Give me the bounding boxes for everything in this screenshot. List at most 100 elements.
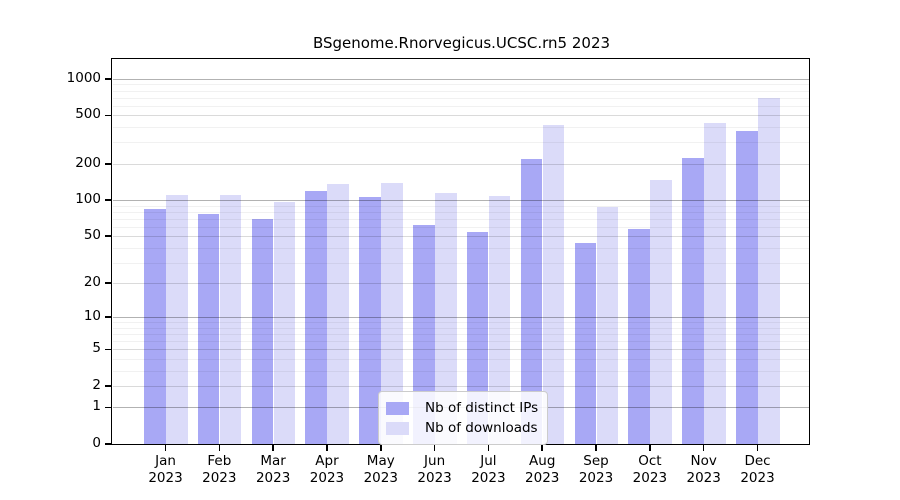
gridline [113,283,810,285]
bar-distinct-ips [413,225,435,444]
x-tick-label: Jan 2023 [136,453,196,487]
gridline-minor [113,205,810,207]
x-tick [218,445,221,451]
bar-distinct-ips [682,157,704,444]
bar-downloads [381,183,403,444]
gridline-minor [113,90,810,92]
plot-area [113,60,810,444]
x-tick-label-year: 2023 [309,469,345,486]
gridline-minor [113,218,810,220]
bar-downloads [596,207,619,444]
legend-label-distinct-ips: Nb of distinct IPs [425,400,539,416]
bar-distinct-ips [197,214,220,444]
bar-downloads [273,202,296,444]
x-tick-label: May 2023 [351,453,411,487]
gridline-minor [113,341,810,343]
x-tick-label-month: Mar [260,453,286,469]
legend: Nb of distinct IPs Nb of downloads [378,391,549,445]
x-tick-label: Jul 2023 [458,453,518,487]
x-tick-label-year: 2023 [148,469,183,486]
bar-distinct-ips [520,158,543,444]
gridline [113,200,810,202]
x-tick-label: Nov 2023 [674,453,734,487]
legend-label-downloads: Nb of downloads [425,420,538,436]
gridline-minor [113,247,810,249]
x-tick-label-year: 2023 [417,469,452,486]
gridline [113,349,810,351]
x-tick-label: Oct 2023 [620,453,680,487]
bar-distinct-ips [144,208,166,444]
y-tick [105,78,112,80]
x-tick-label: Feb 2023 [189,453,249,487]
gridline-minor [113,322,810,324]
x-tick [272,445,274,451]
y-tick-label: 5 [92,340,101,357]
x-tick-label-month: Nov [690,453,717,469]
y-tick-label: 20 [83,274,101,291]
legend-swatch-distinct-ips [386,401,409,415]
y-tick [105,348,112,351]
x-tick-label-month: Jul [480,453,497,469]
bar-distinct-ips [305,190,327,444]
x-tick-label-year: 2023 [202,469,237,486]
x-tick-label-month: Oct [638,453,662,469]
y-tick [105,406,112,409]
y-tick-label: 500 [75,106,101,123]
y-tick-label: 50 [83,227,101,244]
bar-distinct-ips [574,242,597,444]
y-tick [105,162,112,165]
legend-swatch-downloads [386,421,409,435]
bar-downloads [758,98,780,444]
x-tick-label-year: 2023 [471,469,506,486]
x-tick [541,445,544,451]
bar-downloads [435,192,457,444]
bar-downloads [704,123,726,444]
gridline-minor [113,211,810,213]
gridline-minor [113,97,810,99]
x-tick-label-year: 2023 [578,469,614,486]
gridline [113,317,810,319]
y-tick-label: 1000 [66,69,101,86]
y-tick [105,114,112,117]
y-tick-label: 200 [75,154,101,171]
x-tick-label-month: Sep [583,453,609,469]
x-tick-label-year: 2023 [686,469,721,486]
gridline-minor [113,327,810,329]
bar-distinct-ips [628,228,650,444]
bar-downloads [650,179,672,444]
legend-row-distinct-ips: Nb of distinct IPs [386,398,538,418]
x-tick [595,445,597,451]
bar-distinct-ips [359,196,381,444]
gridline [113,78,810,80]
x-tick-label-year: 2023 [363,469,398,486]
gridline-minor [113,84,810,86]
y-tick [105,316,112,319]
bar-downloads [327,184,349,444]
x-tick [756,445,759,451]
gridline [113,236,810,238]
x-tick [326,445,328,451]
y-tick [105,282,112,284]
x-tick-label: Apr 2023 [297,453,357,487]
x-tick-label-year: 2023 [525,469,560,486]
y-tick-label: 100 [75,191,101,208]
bar-distinct-ips [251,219,274,444]
gridline [113,385,810,387]
x-tick-label-year: 2023 [632,469,668,486]
y-tick [105,443,112,445]
x-tick-label: Jun 2023 [405,453,465,487]
y-tick-label: 1 [92,398,101,415]
x-tick-label: Mar 2023 [243,453,303,487]
y-tick [105,199,112,201]
x-tick [433,445,436,451]
x-tick-label-month: Apr [315,453,339,469]
y-tick-label: 2 [92,376,101,393]
bar-downloads [166,195,188,444]
bar-downloads [488,196,511,444]
gridline-minor [113,262,810,264]
x-tick-label: Dec 2023 [728,453,788,487]
gridline-minor [113,334,810,336]
x-tick [649,445,651,451]
x-tick-label-year: 2023 [255,469,291,486]
x-tick-label-month: Jun [424,453,446,469]
